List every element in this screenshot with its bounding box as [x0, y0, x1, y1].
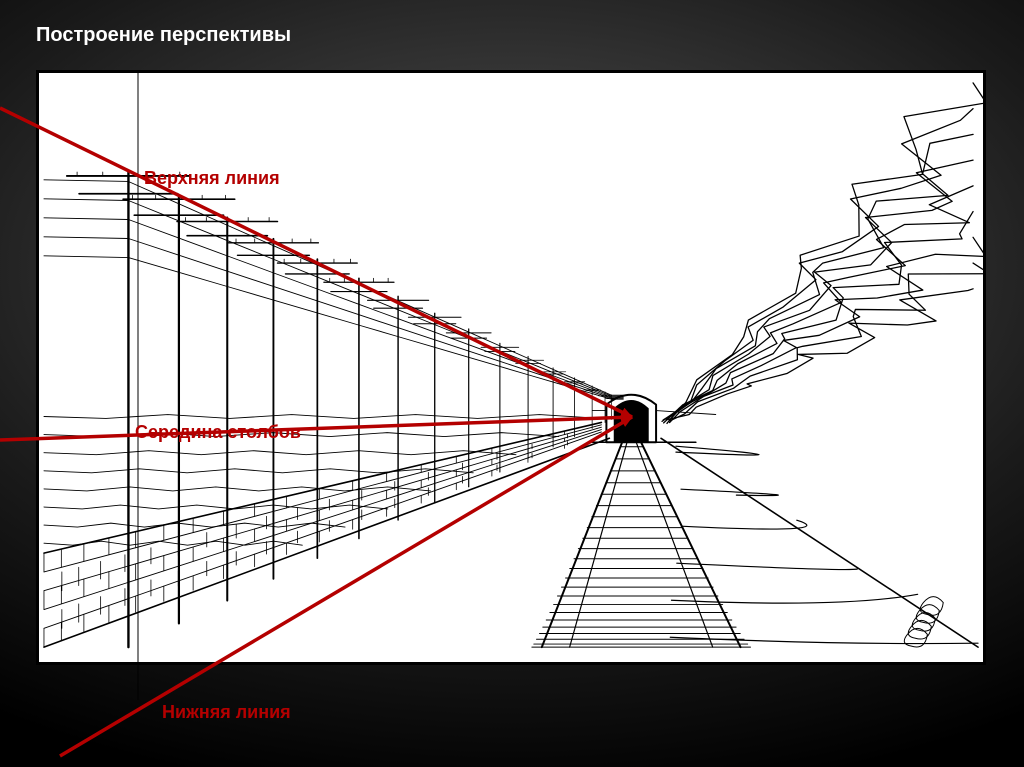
slide: Построение перспективы Верхняя линия Сер… — [0, 0, 1024, 767]
label-top-line: Верхняя линия — [144, 168, 280, 189]
label-bottom-line: Нижняя линия — [162, 702, 291, 723]
figure-frame — [36, 70, 986, 665]
page-title: Построение перспективы — [36, 24, 291, 47]
perspective-drawing — [39, 73, 983, 662]
label-middle: Середина столбов — [135, 422, 301, 443]
